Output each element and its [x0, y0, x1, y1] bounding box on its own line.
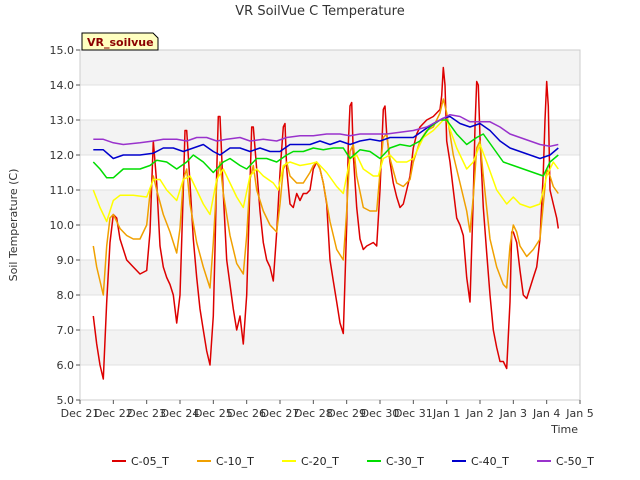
grid-band [80, 85, 580, 120]
x-tick-label: Dec 21 [61, 407, 100, 420]
y-tick-label: 15.0 [50, 44, 75, 57]
legend: C-05_T C-10_T C-20_T C-30_T C-40_T C-50_T [112, 455, 594, 468]
grid-band [80, 295, 580, 330]
series-line-c-10-t [92, 98, 559, 296]
x-tick-label: Dec 24 [161, 407, 200, 420]
grid-band [80, 365, 580, 400]
y-axis: 5.0 6.0 7.0 8.0 9.0 10.0 11.0 12.0 13.0 14.0 15.0 [50, 44, 80, 407]
grid-band [80, 120, 580, 155]
series-layer [92, 66, 560, 380]
y-tick-label: 8.0 [57, 289, 75, 302]
y-tick-label: 11.0 [50, 184, 75, 197]
y-tick-label: 6.0 [57, 359, 75, 372]
grid-band [80, 330, 580, 365]
x-tick-label: Dec 31 [394, 407, 433, 420]
x-tick-label: Dec 23 [127, 407, 166, 420]
y-tick-label: 13.0 [50, 114, 75, 127]
y-tick-label: 10.0 [50, 219, 75, 232]
legend-label: C-20_T [301, 455, 339, 468]
x-tick-label: Dec 26 [227, 407, 266, 420]
station-badge: VR_soilvue [81, 32, 159, 51]
y-tick-label: 14.0 [50, 79, 75, 92]
chart-title: VR SoilVue C Temperature [235, 4, 404, 19]
x-tick-label: Dec 22 [94, 407, 133, 420]
x-tick-label: Dec 30 [361, 407, 400, 420]
x-tick-label: Dec 27 [261, 407, 300, 420]
x-tick-label: Dec 28 [294, 407, 333, 420]
grid-band [80, 260, 580, 295]
y-tick-label: 9.0 [57, 254, 75, 267]
series-line-c-05-t [92, 66, 560, 380]
legend-label: C-40_T [471, 455, 509, 468]
series-line-c-40-t [93, 115, 559, 160]
series-line-c-20-t [92, 119, 559, 223]
y-tick-label: 5.0 [57, 394, 75, 407]
x-tick-label: Dec 29 [327, 407, 366, 420]
legend-label: C-10_T [216, 455, 254, 468]
grid-bands [80, 50, 580, 401]
x-tick-label: Jan 4 [532, 407, 560, 420]
series-line-c-50-t [93, 113, 559, 148]
x-tick-label: Dec 25 [194, 407, 233, 420]
y-tick-label: 7.0 [57, 324, 75, 337]
x-tick-label: Jan 2 [465, 407, 493, 420]
grid-band [80, 50, 580, 85]
x-tick-label: Jan 3 [499, 407, 527, 420]
legend-label: C-05_T [131, 455, 169, 468]
y-tick-label: 12.0 [50, 149, 75, 162]
x-tick-label: Jan 5 [565, 407, 593, 420]
y-axis-label: Soil Temperature (C) [7, 169, 20, 282]
legend-label: C-50_T [556, 455, 594, 468]
x-tick-label: Jan 1 [432, 407, 460, 420]
legend-label: C-30_T [386, 455, 424, 468]
series-line-c-30-t [92, 119, 559, 179]
x-axis-label: Time [550, 423, 578, 436]
station-label: VR_soilvue [87, 36, 154, 49]
